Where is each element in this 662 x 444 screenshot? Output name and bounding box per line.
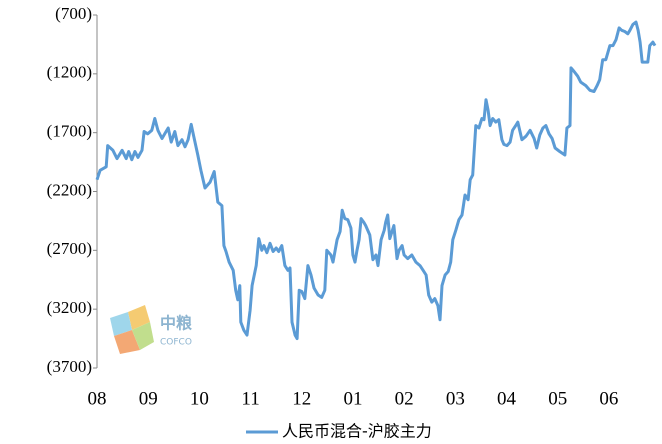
logo-text: 中粮 bbox=[160, 314, 192, 333]
logo-shape bbox=[110, 312, 132, 336]
y-tick-label: (2700) bbox=[47, 239, 92, 258]
y-tick-label: (700) bbox=[55, 4, 92, 23]
logo-shape bbox=[114, 330, 140, 354]
x-tick-label: 04 bbox=[497, 388, 517, 409]
y-tick-label: (1700) bbox=[47, 122, 92, 141]
y-tick-label: (2200) bbox=[47, 180, 92, 199]
x-tick-label: 03 bbox=[446, 388, 465, 409]
x-tick-label: 02 bbox=[395, 388, 414, 409]
x-tick-label: 05 bbox=[548, 388, 567, 409]
y-tick-label: (1200) bbox=[47, 63, 92, 82]
logo: 中粮 COFCO bbox=[110, 305, 192, 354]
logo-shape bbox=[132, 322, 154, 350]
x-tick-label: 12 bbox=[292, 388, 311, 409]
data-line bbox=[95, 20, 657, 341]
legend-label: 人民币混合-沪胶主力 bbox=[282, 422, 432, 441]
x-tick-label: 09 bbox=[139, 388, 158, 409]
logo-subtext: COFCO bbox=[160, 338, 192, 348]
logo-shape bbox=[128, 305, 150, 330]
x-tick-label: 06 bbox=[599, 388, 618, 409]
x-tick-label: 08 bbox=[88, 388, 107, 409]
y-tick-label: (3700) bbox=[47, 357, 92, 376]
y-tick-label: (3200) bbox=[47, 298, 92, 317]
x-tick-label: 10 bbox=[190, 388, 209, 409]
x-tick-label: 11 bbox=[241, 388, 259, 409]
x-tick-label: 01 bbox=[343, 388, 362, 409]
